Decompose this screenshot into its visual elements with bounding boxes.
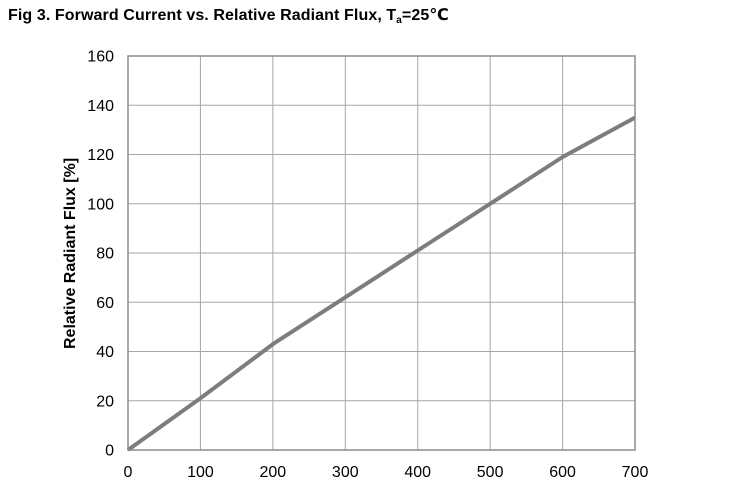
x-tick-label: 300 <box>332 464 359 481</box>
x-tick-label: 500 <box>477 464 504 481</box>
y-tick-label: 140 <box>87 98 114 115</box>
x-tick-label: 700 <box>622 464 649 481</box>
y-tick-label: 40 <box>96 344 114 361</box>
chart-title: Fig 3. Forward Current vs. Relative Radi… <box>8 5 449 26</box>
x-tick-label: 200 <box>260 464 287 481</box>
y-tick-label: 120 <box>87 147 114 164</box>
chart-title-suffix: =25℃ <box>401 7 449 24</box>
x-tick-label: 100 <box>187 464 214 481</box>
y-tick-label: 20 <box>96 393 114 410</box>
chart-title-subscript: a <box>396 14 402 26</box>
y-tick-label: 100 <box>87 196 114 213</box>
x-tick-label: 400 <box>404 464 431 481</box>
y-tick-label: 0 <box>105 443 114 460</box>
x-tick-label: 600 <box>549 464 576 481</box>
y-tick-label: 60 <box>96 295 114 312</box>
plot-border <box>127 55 636 451</box>
y-tick-label: 160 <box>87 49 114 66</box>
y-tick-label: 80 <box>96 246 114 263</box>
data-curve <box>126 115 636 452</box>
chart-title-text: Fig 3. Forward Current vs. Relative Radi… <box>8 7 397 24</box>
x-tick-label: 0 <box>124 464 133 481</box>
